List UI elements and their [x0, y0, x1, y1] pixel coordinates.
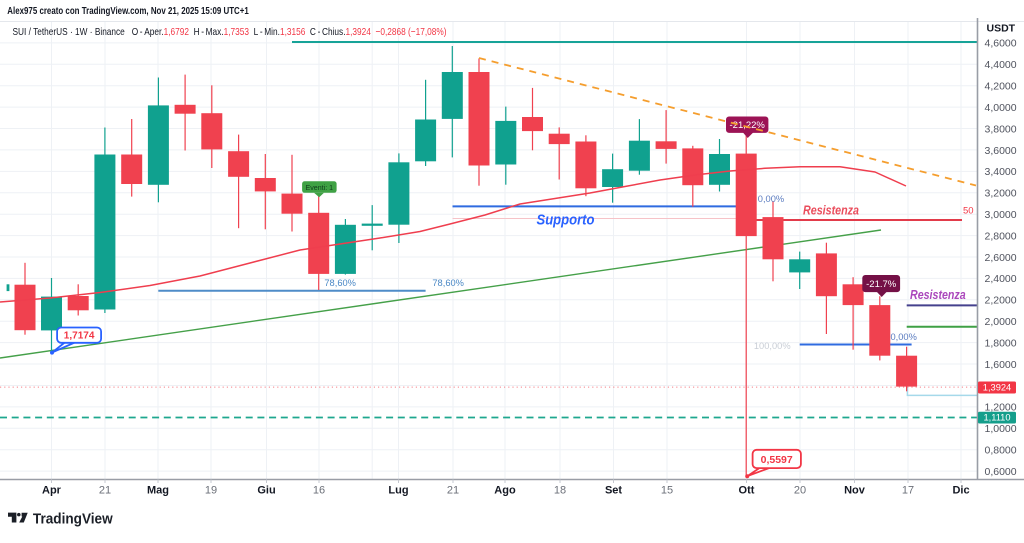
svg-text:2,8000: 2,8000: [985, 230, 1017, 242]
svg-text:0,00%: 0,00%: [891, 332, 917, 342]
svg-text:Lug: Lug: [388, 485, 408, 497]
svg-text:2,4000: 2,4000: [985, 273, 1017, 285]
svg-text:-21.7%: -21.7%: [866, 279, 897, 290]
svg-text:1,6000: 1,6000: [985, 359, 1017, 371]
svg-text:0,5597: 0,5597: [761, 454, 793, 466]
svg-text:1,0000: 1,0000: [985, 423, 1017, 435]
svg-text:3,0000: 3,0000: [985, 209, 1017, 221]
svg-text:16: 16: [313, 485, 325, 497]
svg-text:19: 19: [205, 485, 217, 497]
svg-text:Eventi: 1: Eventi: 1: [306, 183, 334, 192]
svg-text:SUI / TetherUS · 1W · Binance: SUI / TetherUS · 1W · Binance O - Aper.1…: [13, 26, 447, 38]
svg-text:50: 50: [963, 206, 974, 217]
svg-text:1,2000: 1,2000: [985, 402, 1017, 414]
svg-text:3,4000: 3,4000: [985, 166, 1017, 178]
svg-text:78,60%: 78,60%: [324, 278, 356, 288]
svg-text:4,2000: 4,2000: [985, 81, 1017, 93]
svg-text:1,8000: 1,8000: [985, 337, 1017, 349]
svg-text:2,0000: 2,0000: [985, 316, 1017, 328]
svg-text:0,6000: 0,6000: [985, 466, 1017, 478]
svg-text:Resistenza: Resistenza: [910, 288, 966, 302]
svg-text:21: 21: [447, 485, 459, 497]
svg-text:0,8000: 0,8000: [985, 445, 1017, 457]
svg-text:Ago: Ago: [494, 485, 516, 497]
svg-text:1,3924: 1,3924: [983, 383, 1011, 393]
svg-text:3,2000: 3,2000: [985, 188, 1017, 200]
svg-text:78,60%: 78,60%: [432, 278, 464, 288]
svg-text:17: 17: [902, 485, 914, 497]
svg-text:Supporto: Supporto: [537, 213, 595, 229]
svg-text:4,4000: 4,4000: [985, 59, 1017, 71]
svg-text:1,7174: 1,7174: [64, 331, 95, 342]
svg-text:USDT: USDT: [987, 23, 1016, 35]
svg-text:Giu: Giu: [257, 485, 275, 497]
svg-text:4,0000: 4,0000: [985, 102, 1017, 114]
svg-text:15: 15: [661, 485, 673, 497]
svg-text:Dic: Dic: [952, 485, 969, 497]
svg-text:-21,22%: -21,22%: [730, 120, 766, 131]
svg-text:100,00%: 100,00%: [754, 341, 791, 351]
svg-text:2,2000: 2,2000: [985, 295, 1017, 307]
svg-text:4,6000: 4,6000: [985, 38, 1017, 50]
svg-text:3,6000: 3,6000: [985, 145, 1017, 157]
svg-text:18: 18: [554, 485, 566, 497]
svg-text:3,8000: 3,8000: [985, 123, 1017, 135]
svg-text:Nov: Nov: [844, 485, 866, 497]
svg-text:21: 21: [99, 485, 111, 497]
svg-text:20: 20: [794, 485, 806, 497]
svg-text:1,1110: 1,1110: [983, 413, 1010, 423]
svg-text:0,00%: 0,00%: [758, 194, 784, 204]
svg-text:Apr: Apr: [42, 485, 62, 497]
svg-text:Ott: Ott: [739, 485, 755, 497]
svg-text:Alex975 creato con TradingView: Alex975 creato con TradingView.com, Nov …: [7, 5, 249, 17]
svg-text:Set: Set: [605, 485, 622, 497]
svg-text:TradingView: TradingView: [33, 510, 113, 527]
svg-text:Resistenza: Resistenza: [803, 204, 859, 218]
svg-text:Mag: Mag: [147, 485, 169, 497]
svg-text:2,6000: 2,6000: [985, 252, 1017, 264]
